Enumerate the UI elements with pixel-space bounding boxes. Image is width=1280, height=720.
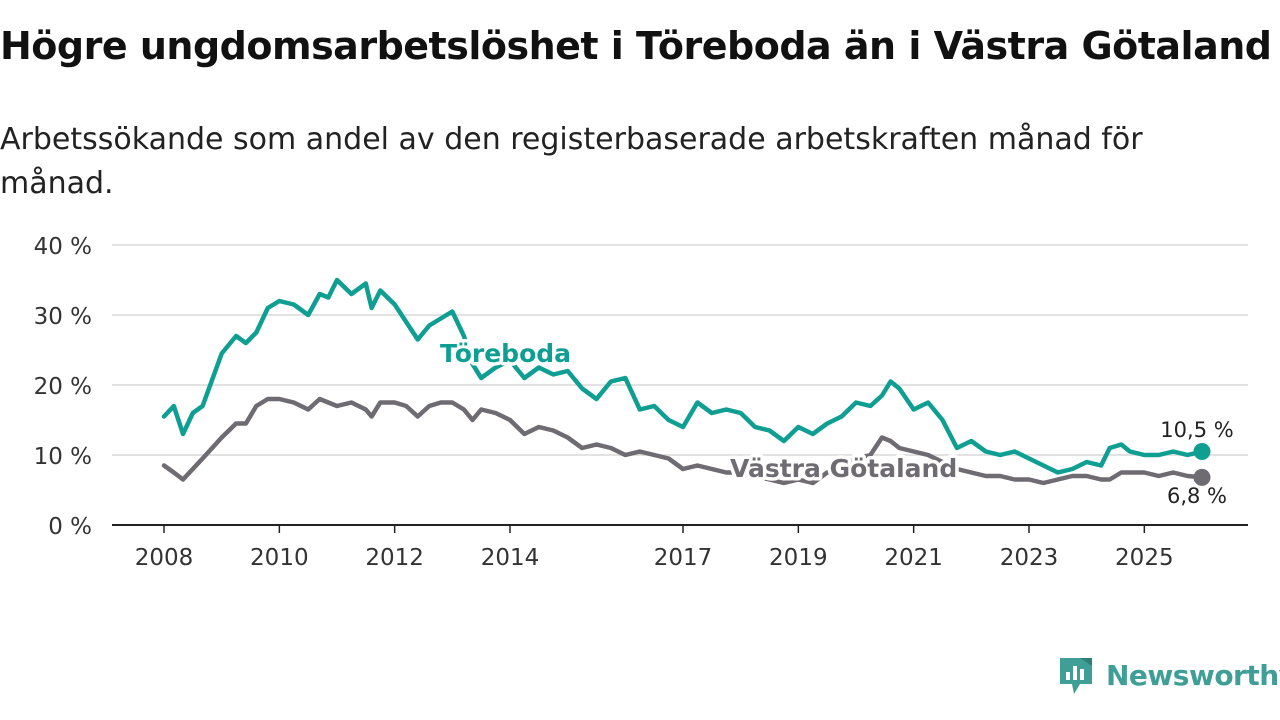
y-tick-label: 20 % [34, 374, 92, 400]
chart-title: Högre ungdomsarbetslöshet i Töreboda än … [0, 24, 1272, 68]
series-end-point [1193, 468, 1211, 486]
newsworthy-logo-icon [1060, 658, 1092, 694]
x-tick-label: 2014 [481, 545, 540, 571]
chart-subtitle: Arbetssökande som andel av den registerb… [0, 122, 1143, 201]
end-value-label: 10,5 % [1160, 418, 1233, 442]
series-label: Töreboda [440, 339, 571, 368]
series-label: Västra Götaland [730, 454, 957, 483]
y-tick-label: 10 % [34, 444, 92, 470]
end-value-label: 6,8 % [1167, 484, 1227, 508]
y-tick-label: 30 % [34, 304, 92, 330]
x-tick-label: 2017 [654, 545, 713, 571]
brand-name: Newsworthy [1106, 658, 1280, 692]
x-tick-label: 2012 [365, 545, 424, 571]
series-end-point [1193, 443, 1211, 460]
x-tick-label: 2019 [769, 545, 828, 571]
x-tick-label: 2010 [250, 545, 309, 571]
x-tick-label: 2021 [884, 545, 943, 571]
x-tick-label: 2023 [1000, 545, 1059, 571]
x-tick-label: 2025 [1115, 545, 1174, 571]
brand-logo[interactable]: Newsworthy [1058, 654, 1280, 696]
x-tick-label: 2008 [135, 545, 194, 571]
series-line-vastra-gotaland [161, 396, 1205, 486]
y-tick-label: 40 % [34, 234, 92, 260]
y-tick-label: 0 % [48, 514, 92, 540]
series-line-toreboda [161, 277, 1205, 475]
